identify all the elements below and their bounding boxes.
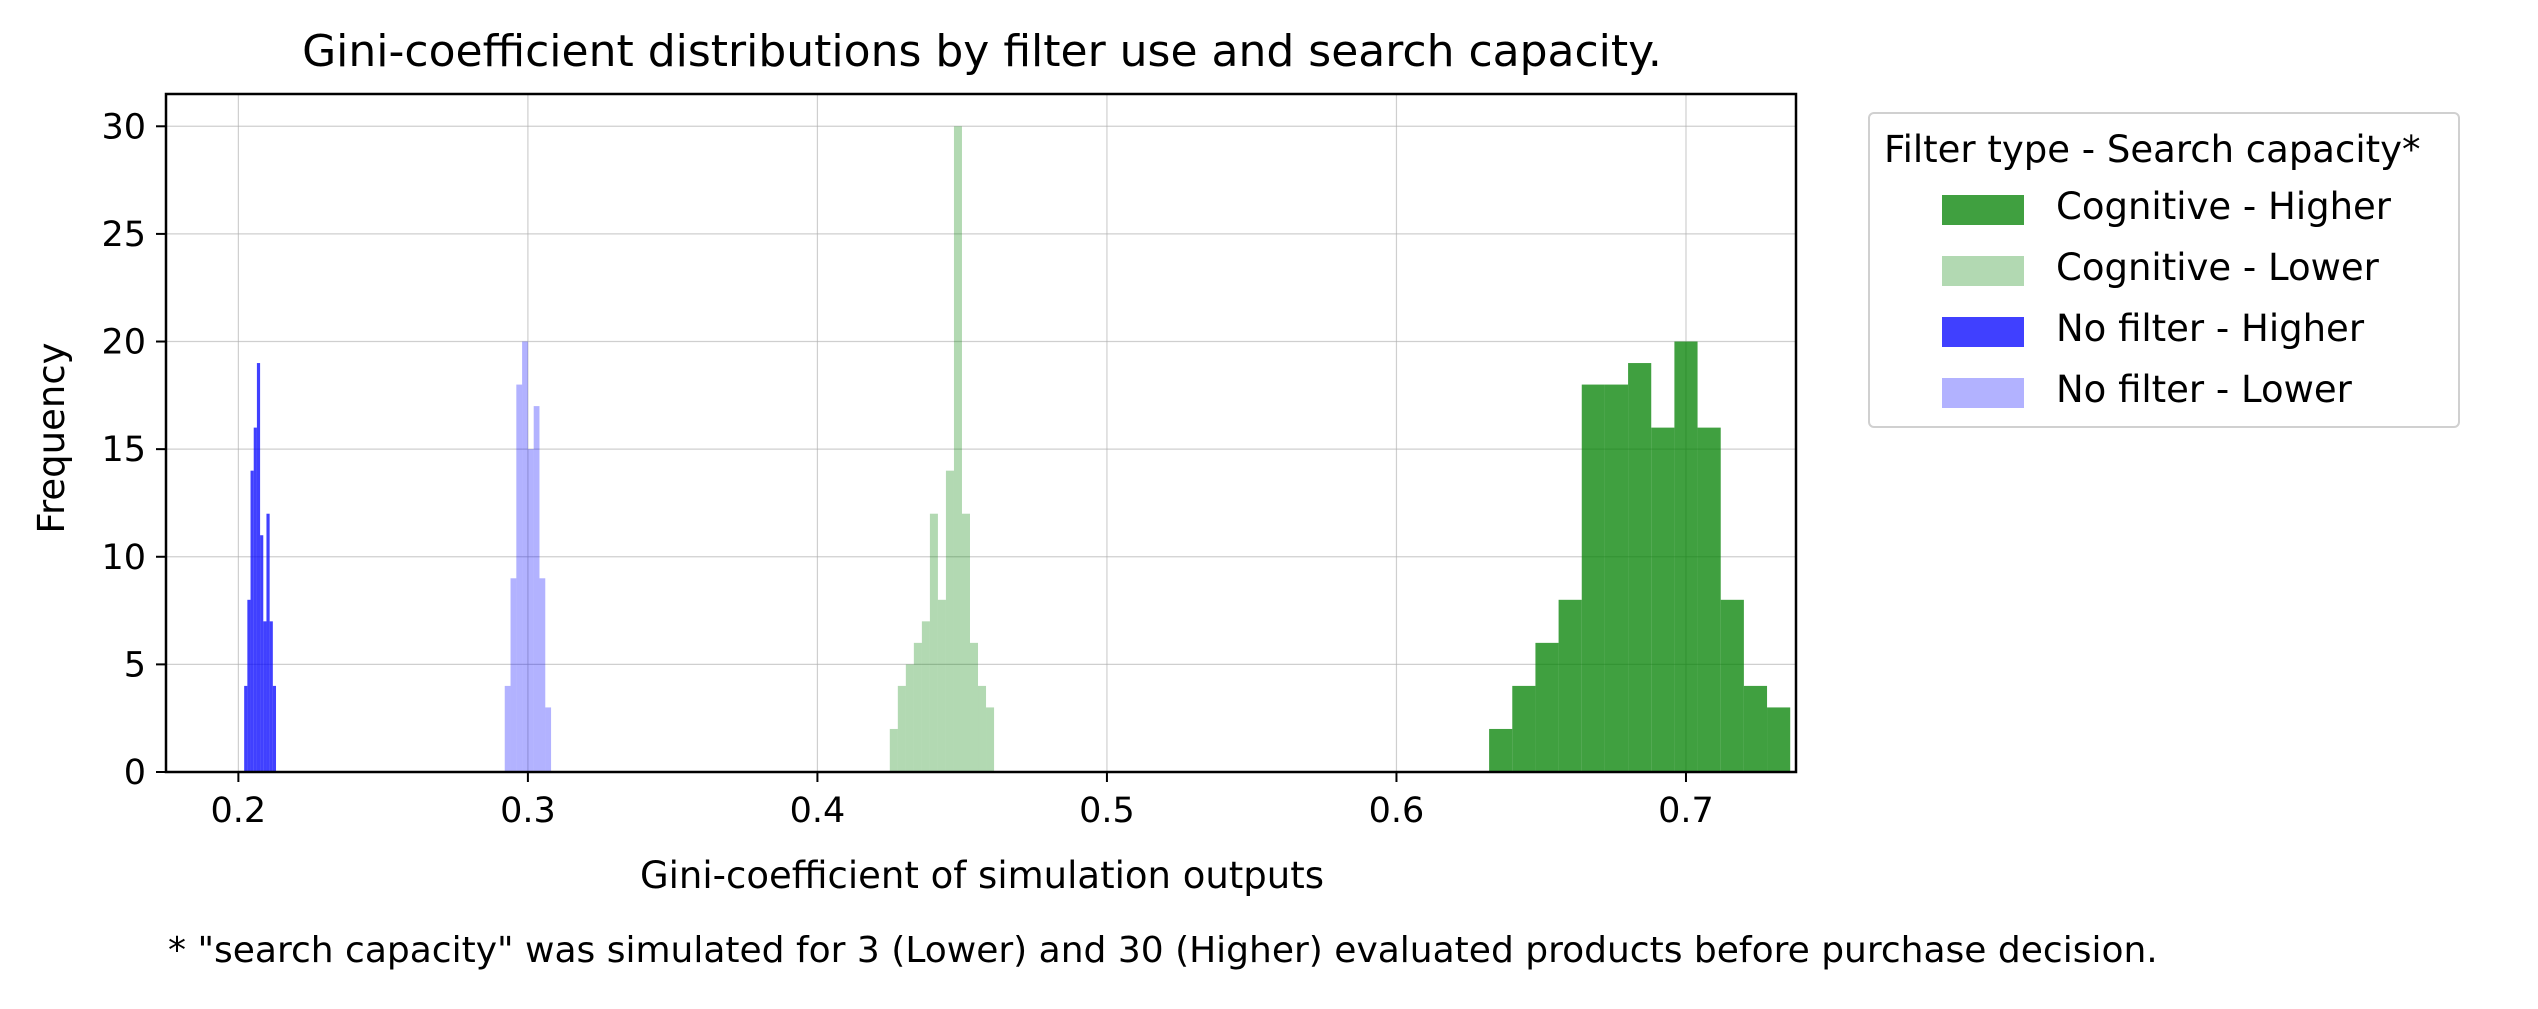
histogram-bar-cognitive-lower [961,513,970,772]
histogram-bar-cognitive-lower [953,126,962,773]
histogram-bar-cognitive-lower [945,470,954,772]
plot-area-frame [164,92,1798,774]
legend-item-no-filter-higher: No filter - Higher [1942,306,2442,352]
histogram-bar-cognitive-higher [1697,427,1721,772]
histogram-bar-cognitive-lower [921,621,930,772]
chart-legend: Filter type - Search capacity* Cognitive… [1868,112,2460,428]
y-tick-label: 30 [101,107,146,147]
legend-label-no-filter-lower: No filter - Lower [2056,368,2352,411]
legend-item-cognitive-higher: Cognitive - Higher [1942,184,2442,230]
histogram-bar-no-filter-higher [269,621,273,772]
histogram-bar-cognitive-lower [905,664,914,772]
histogram-bar-no-filter-higher [253,427,257,772]
histogram-bars [244,126,1791,773]
histogram-bar-no-filter-higher [247,599,251,772]
legend-swatch-cognitive-higher [1942,195,2024,225]
x-tick-label: 0.3 [500,791,556,831]
legend-label-no-filter-higher: No filter - Higher [2056,307,2365,350]
histogram-bar-no-filter-lower [522,341,528,772]
histogram-bar-cognitive-higher [1720,599,1744,772]
axis-ticks: 0.2 0.3 0.4 0.5 0.6 0.7 0 5 10 15 20 25 30 [101,107,1713,831]
y-tick-label: 25 [101,215,146,255]
histogram-bar-cognitive-higher [1767,707,1791,772]
histogram-bar-cognitive-higher [1581,384,1605,772]
histogram-bar-cognitive-lower [986,707,995,772]
histogram-bar-no-filter-lower [510,578,517,772]
x-axis-label: Gini-coefficient of simulation outputs [640,854,1324,897]
histogram-bar-cognitive-higher [1489,728,1513,772]
x-tick-label: 0.6 [1369,791,1425,831]
histogram-bar-cognitive-lower [913,642,922,772]
legend-swatch-no-filter-higher [1942,317,2024,347]
legend-label-cognitive-lower: Cognitive - Lower [2056,246,2379,289]
y-tick-label: 20 [101,323,146,363]
histogram-bar-no-filter-higher [266,513,270,772]
histogram-bar-no-filter-lower [545,707,552,772]
legend-swatch-cognitive-lower [1942,256,2024,286]
legend-item-cognitive-lower: Cognitive - Lower [1942,245,2442,291]
y-tick-label: 0 [124,753,146,793]
chart-title: Gini-coefficient distributions by filter… [302,26,1662,77]
histogram-bar-no-filter-higher [256,363,261,772]
y-tick-label: 15 [101,430,146,470]
histogram-bar-cognitive-higher [1535,642,1559,772]
histogram-bar-no-filter-higher [244,685,248,772]
histogram-bar-no-filter-lower [527,449,534,772]
histogram-bar-no-filter-lower [539,578,546,772]
legend-swatch-no-filter-lower [1942,378,2024,408]
histogram-bar-no-filter-lower [516,384,523,772]
x-tick-label: 0.5 [1079,791,1135,831]
histogram-bar-cognitive-lower [889,728,898,772]
histogram-bar-no-filter-higher [263,621,267,772]
histogram-bar-cognitive-higher [1628,363,1652,772]
histogram-bar-cognitive-higher [1604,384,1629,772]
histogram-bar-cognitive-lower [937,599,946,772]
footnote: * "search capacity" was simulated for 3 … [168,930,2158,971]
y-tick-label: 5 [124,645,146,685]
x-tick-label: 0.2 [211,791,267,831]
y-tick-label: 10 [101,538,146,578]
histogram-bar-cognitive-higher [1743,685,1768,772]
histogram-bar-no-filter-higher [250,470,254,772]
legend-title: Filter type - Search capacity* [1884,128,2421,171]
histogram-bar-cognitive-lower [897,685,906,772]
histogram-bar-cognitive-lower [929,513,938,772]
legend-label-cognitive-higher: Cognitive - Higher [2056,185,2392,228]
legend-item-no-filter-lower: No filter - Lower [1942,367,2442,413]
histogram-bar-no-filter-higher [260,535,264,772]
x-tick-label: 0.7 [1658,791,1714,831]
histogram-bar-no-filter-lower [504,685,511,772]
histogram-bar-cognitive-higher [1512,685,1536,772]
histogram-bar-cognitive-higher [1558,599,1582,772]
histogram-bar-cognitive-higher [1674,341,1698,772]
histogram-bar-cognitive-lower [978,685,987,772]
histogram-bar-no-filter-higher [272,685,277,772]
histogram-bar-no-filter-lower [533,406,540,772]
histogram-bar-cognitive-lower [969,642,979,772]
x-tick-label: 0.4 [790,791,846,831]
histogram-bar-cognitive-higher [1651,427,1675,772]
y-axis-label: Frequency [30,342,73,533]
